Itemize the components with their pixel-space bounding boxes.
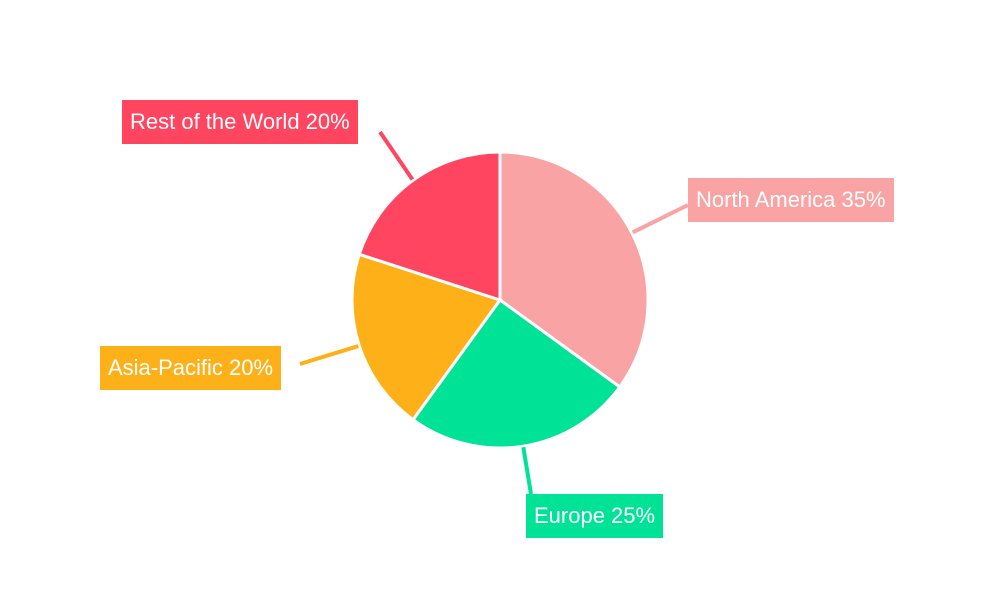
pie-slice-north-america (498, 150, 650, 390)
data-label: Asia-Pacific 20% (100, 346, 282, 390)
leader-line (631, 203, 689, 235)
pie-slice-europe (410, 297, 622, 450)
data-label: Europe 25% (526, 494, 664, 538)
data-label: Rest of the World 20% (122, 100, 358, 144)
leader-line (378, 130, 415, 181)
leader-line (521, 446, 533, 495)
data-label: North America 35% (688, 178, 894, 222)
leader-line (299, 344, 359, 366)
pie-slice-rest-of-the-world (357, 150, 502, 303)
pie-slice-asia-pacific (350, 252, 503, 422)
